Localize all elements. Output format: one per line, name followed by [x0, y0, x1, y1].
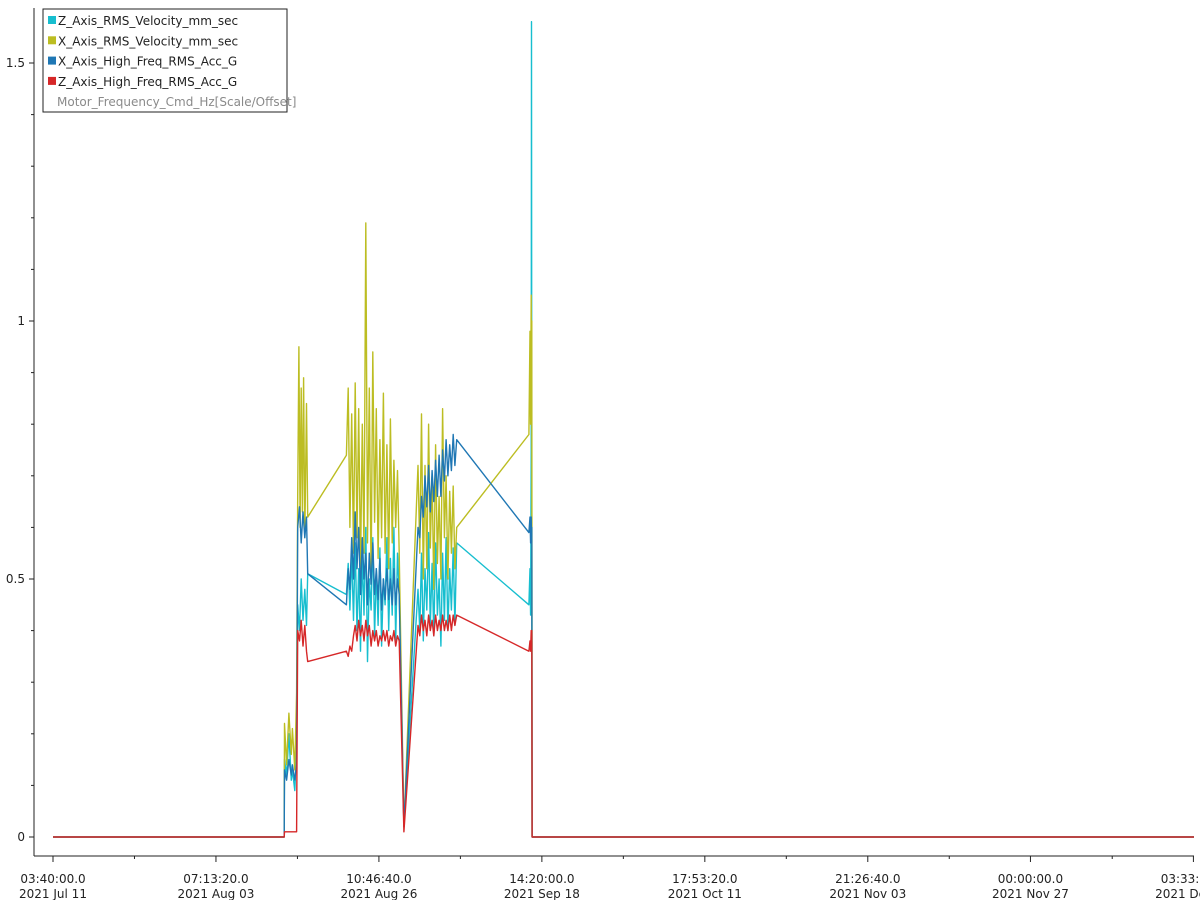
- x-tick-time-label: 10:46:40.0: [346, 872, 411, 886]
- y-tick-label: 1.5: [6, 56, 25, 70]
- series-line-z-axis-rms-velocity-mm-sec: [53, 21, 1194, 838]
- series-line-x-axis-high-freq-rms-acc-g: [53, 433, 1194, 838]
- x-tick-date-label: 2021 Nov 27: [992, 887, 1069, 900]
- series-line-z-axis-high-freq-rms-acc-g: [53, 614, 1194, 838]
- y-tick-label: 0: [17, 830, 25, 844]
- x-tick-date-label: 2021 Jul 11: [19, 887, 87, 900]
- x-tick-time-label: 07:13:20.0: [183, 872, 248, 886]
- x-tick-time-label: 03:40:00.0: [20, 872, 85, 886]
- legend[interactable]: Z_Axis_RMS_Velocity_mm_sec X_Axis_RMS_Vel…: [42, 8, 296, 113]
- x-tick-time-label: 00:00:00.0: [998, 872, 1063, 886]
- series-line-x-axis-rms-velocity-mm-sec: [53, 222, 1194, 838]
- x-tick-time-label: 14:20:00.0: [509, 872, 574, 886]
- legend-swatch: [48, 16, 56, 24]
- legend-box: [42, 8, 288, 113]
- plot-area: [53, 21, 1194, 838]
- legend-item-label[interactable]: Z_Axis_RMS_Velocity_mm_sec: [58, 14, 238, 28]
- legend-swatch: [48, 76, 56, 85]
- x-tick-date-label: 2021 Sep 18: [504, 887, 580, 900]
- x-tick-date-label: 2021 Aug 03: [178, 887, 255, 900]
- x-tick-date-label: 2021 Aug 26: [340, 887, 417, 900]
- legend-swatch: [48, 36, 56, 45]
- y-tick-label: 1: [17, 314, 25, 328]
- x-tick-time-label: 17:53:20.0: [672, 872, 737, 886]
- x-tick-time-label: 03:33:20.0: [1161, 872, 1200, 886]
- y-tick-label: 0.5: [6, 572, 25, 586]
- legend-item-label[interactable]: Z_Axis_High_Freq_RMS_Acc_G: [58, 75, 237, 89]
- legend-item-label[interactable]: X_Axis_RMS_Velocity_mm_sec: [58, 34, 238, 48]
- legend-swatch: [48, 56, 56, 65]
- x-tick-date-label: 2021 Oct 11: [668, 887, 742, 900]
- x-tick-time-label: 21:26:40.0: [835, 872, 900, 886]
- x-tick-date-label: 2021 Dec 20: [1155, 887, 1200, 900]
- legend-item-label[interactable]: X_Axis_High_Freq_RMS_Acc_G: [58, 55, 237, 69]
- x-tick-date-label: 2021 Nov 03: [829, 887, 906, 900]
- legend-item-label[interactable]: Motor_Frequency_Cmd_Hz[Scale/Offset]: [57, 95, 296, 109]
